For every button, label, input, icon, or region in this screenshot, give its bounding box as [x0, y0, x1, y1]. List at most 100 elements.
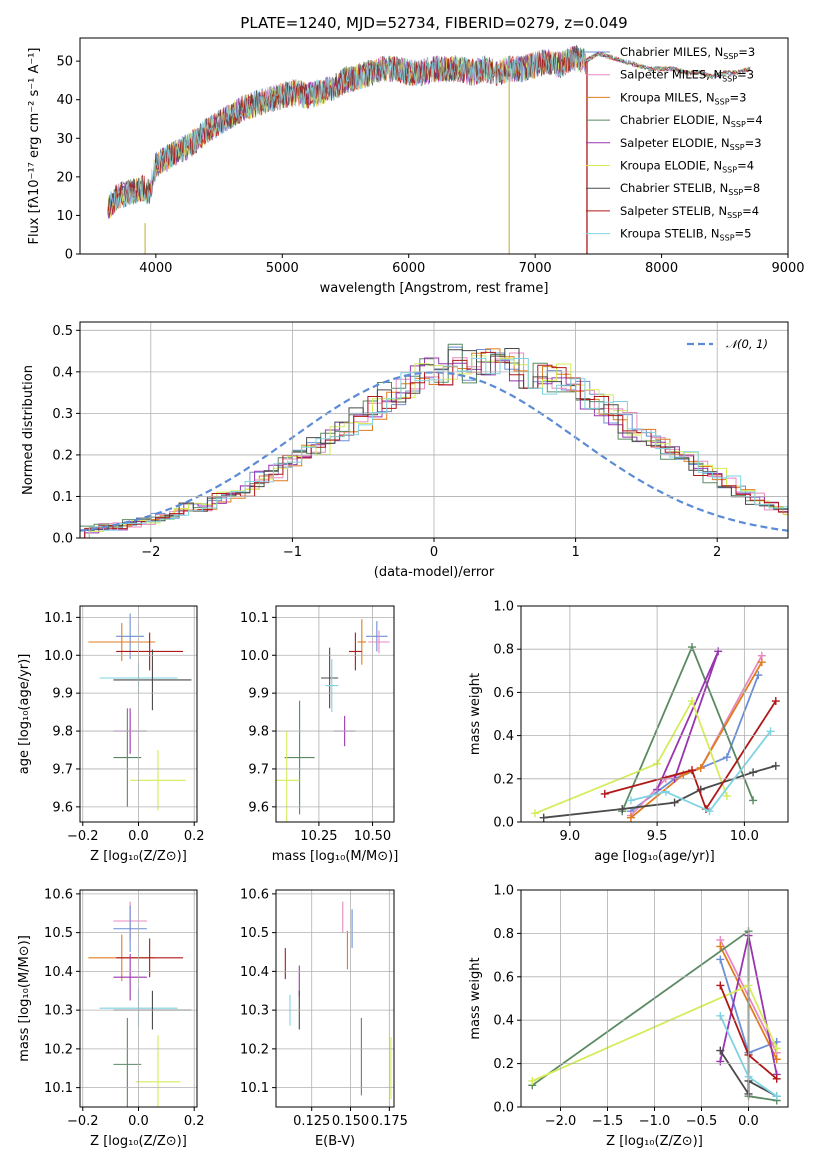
legend-label-4: Salpeter ELODIE, NSSP=3: [620, 136, 762, 152]
legend-label-3: Chabrier ELODIE, NSSP=4: [620, 113, 763, 129]
plots: 4000 5000 6000 7000 8000 900001020304050Chabr…: [17, 37, 805, 1149]
legend-subscript: SSP: [715, 97, 730, 106]
axes-frame: [275, 889, 395, 1108]
axes-frame: [79, 321, 789, 539]
legend-subscript: SSP: [723, 52, 738, 61]
legend-name: Chabrier STELIB, N: [620, 181, 728, 195]
legend-subscript: SSP: [720, 234, 735, 243]
errorbar-point-1: [113, 905, 147, 952]
y-tick-label: 10.3: [44, 1004, 73, 1019]
x-axis-label: age [log₁₀(age/yr)]: [594, 849, 715, 864]
y-tick-label: 0: [65, 248, 73, 263]
x-tick-label: 0.2: [184, 829, 205, 844]
y-tick-label: 0.2: [52, 448, 73, 463]
weight-marker: [688, 766, 697, 775]
axes-frame: [79, 889, 198, 1108]
legend-subscript: SSP: [728, 188, 743, 197]
y-tick-label: 0.2: [493, 772, 514, 787]
weight-marker: [618, 805, 627, 814]
y-tick-label: 10.1: [240, 1081, 269, 1096]
plot-area: [80, 343, 788, 538]
legend-name: Salpeter MILES, N: [620, 68, 722, 82]
x-tick-label: −1.5: [592, 1114, 624, 1129]
errorbar-point-4: [113, 953, 147, 1001]
y-tick-label: 0.0: [52, 532, 73, 547]
x-axis-label: Z [log₁₀(Z/Z⊙)]: [90, 849, 187, 864]
x-tick-label: 5000: [266, 261, 299, 276]
y-tick-label: 10.2: [240, 1042, 269, 1057]
errorbar-point-8: [276, 731, 300, 822]
weight-marker: [749, 796, 758, 805]
errorbar-point-0: [366, 621, 388, 652]
y-tick-label: 0.8: [493, 927, 514, 942]
weight-marker: [716, 1011, 725, 1020]
weight-marker: [771, 761, 780, 770]
y-tick-label: 1.0: [493, 884, 514, 899]
errorbar-point-7: [113, 1017, 142, 1107]
y-tick-label: 0.5: [52, 324, 73, 339]
legend-label-8: Kroupa STELIB, NSSP=5: [620, 227, 751, 243]
weight-line-6: [543, 764, 777, 819]
y-tick-label: 10.4: [44, 965, 73, 980]
x-tick-label: 9.0: [560, 829, 581, 844]
y-tick-label: 10.0: [240, 649, 269, 664]
legend-nssp: =8: [743, 181, 760, 195]
y-axis-label: mass weight: [468, 673, 483, 755]
legend-label-6: Chabrier STELIB, NSSP=8: [620, 181, 760, 197]
errorbar-point-0: [116, 613, 145, 660]
x-tick-label: 0: [430, 545, 438, 560]
y-tick-label: 0.0: [493, 1101, 514, 1116]
legend-nssp: =3: [737, 68, 754, 82]
errorbar-point-2: [357, 619, 367, 665]
legend-nssp: =3: [745, 136, 762, 150]
y-tick-label: 30: [56, 132, 73, 147]
legend-nssp: =4: [742, 204, 759, 218]
axes-frame: [520, 889, 789, 1108]
x-tick-label: −2.0: [545, 1114, 577, 1129]
x-tick-label: 0.0: [128, 829, 149, 844]
x-tick-label: 6000: [392, 261, 425, 276]
legend-subscript: SSP: [730, 143, 745, 152]
x-tick-label: 0.150: [332, 1114, 369, 1129]
y-tick-label: 9.8: [52, 725, 73, 740]
x-axis-label: Z [log₁₀(Z/Z⊙)]: [90, 1134, 187, 1149]
x-tick-label: 10.0: [730, 829, 759, 844]
x-tick-label: 4000: [139, 261, 172, 276]
panel-weight-vs-age: 9.0 9.5 10.0 0.0 0.2 0.4 0.6 0.8 1.0 age [log₁₀(a…: [468, 600, 789, 864]
x-tick-label: 8000: [645, 261, 678, 276]
y-tick-label: 10.4: [240, 965, 269, 980]
panel-weight-vs-z: −2.0 −1.5 −1.0 −0.5 0.0 0.0 0.2 0.4 0.6 0.8 1.0 Z […: [468, 884, 789, 1149]
weight-marker: [771, 697, 780, 706]
figure-title: PLATE=1240, MJD=52734, FIBERID=0279, z=0…: [240, 14, 627, 32]
legend-label-5: Kroupa ELODIE, NSSP=4: [620, 159, 754, 175]
weight-marker: [539, 813, 548, 822]
legend-name: Salpeter ELODIE, N: [620, 136, 730, 150]
legend-nssp: =4: [746, 113, 763, 127]
spectrum-line-8: [107, 47, 587, 213]
plot-area: [107, 44, 751, 254]
weight-marker: [716, 942, 725, 951]
y-tick-label: 0.1: [52, 490, 73, 505]
weight-marker: [716, 981, 725, 990]
x-tick-label: 0.125: [293, 1114, 330, 1129]
weight-marker: [714, 647, 723, 656]
legend-name: Salpeter STELIB, N: [620, 204, 727, 218]
y-tick-label: 0.4: [493, 729, 514, 744]
y-tick-label: 10.2: [44, 1042, 73, 1057]
y-tick-label: 40: [56, 93, 73, 108]
errorbar-point-8: [135, 1035, 181, 1107]
panel-mass-vs-z: −0.2 0.0 0.2 10.1 10.2 10.3 10.4 10.5 10.6 Z [log…: [17, 887, 205, 1149]
y-tick-label: 9.6: [248, 800, 269, 815]
errorbar-point-7: [284, 700, 315, 815]
weight-marker: [530, 809, 539, 818]
y-tick-label: 10: [56, 209, 73, 224]
y-axis-label: mass [log₁₀(M/M⊙)]: [17, 935, 32, 1062]
weight-line-4: [656, 651, 720, 790]
weight-line-3: [621, 644, 754, 812]
x-tick-label: −2: [141, 545, 160, 560]
legend-name: Kroupa MILES, N: [620, 90, 715, 104]
y-axis-label: age [log₁₀(age/yr)]: [17, 654, 32, 775]
weight-marker: [688, 697, 697, 706]
legend-label-0: Chabrier MILES, NSSP=3: [620, 45, 755, 61]
